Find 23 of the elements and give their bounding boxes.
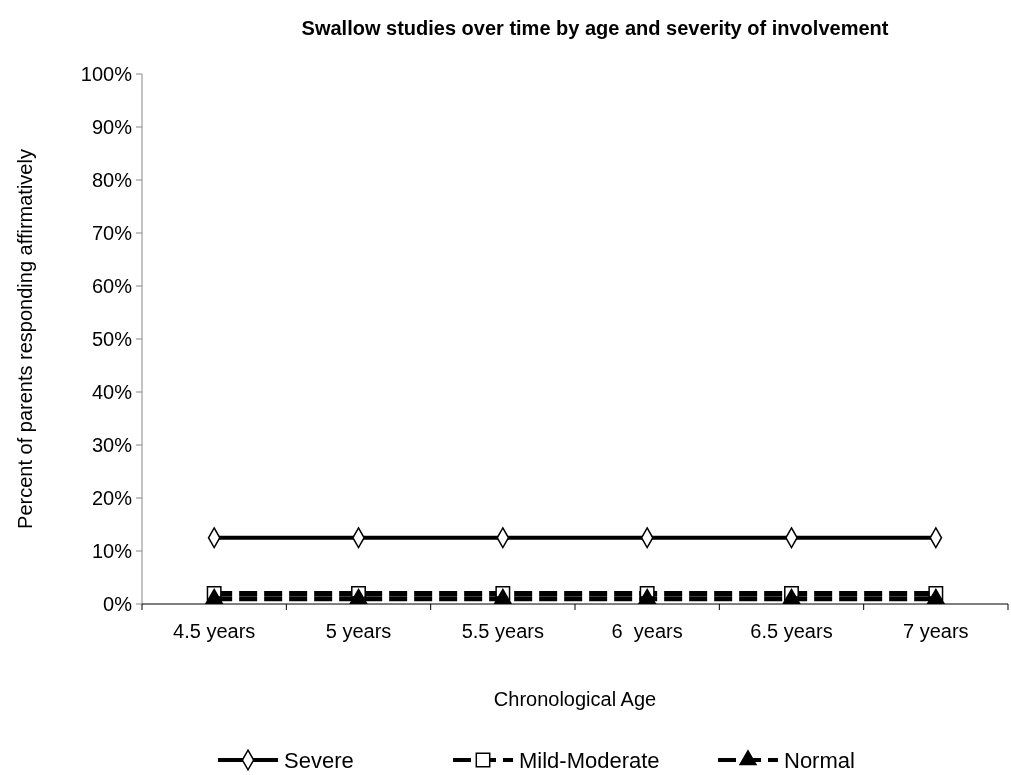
y-tick-label: 20% [91,487,133,509]
legend-label: Severe [284,747,354,773]
y-tick-label: 40% [91,381,133,403]
x-axis-title: Chronological Age [493,688,657,710]
y-tick-label: 30% [91,434,133,456]
y-tick-label: 10% [91,540,133,562]
x-tick-label: 6 years [611,620,683,642]
y-tick-label: 80% [91,169,133,191]
x-tick-label: 5 years [325,620,392,642]
y-tick-label: 100% [80,63,133,85]
x-tick-label: 5.5 years [461,620,544,642]
x-tick-label: 4.5 years [173,620,256,642]
y-tick-label: 60% [91,275,133,297]
x-tick-label: 7 years [903,620,969,642]
chart-title: Swallow studies over time by age and severity of involvement [301,17,889,39]
y-axis-title: Percent of parents responding affirmatively [14,149,36,529]
y-tick-label: 70% [91,222,133,244]
legend-label: Mild-Moderate [519,747,660,773]
y-tick-label: 0% [103,593,133,615]
x-tick-label: 6.5 years [750,620,833,642]
y-tick-label: 50% [91,328,133,350]
y-tick-label: 90% [91,116,133,138]
legend-label: Normal [784,747,855,773]
